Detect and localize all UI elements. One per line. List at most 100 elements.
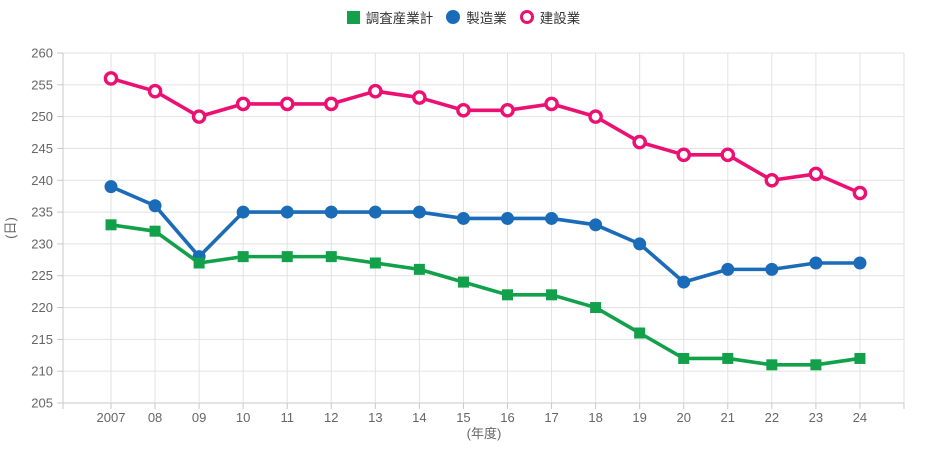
- x-tick-label: 19: [632, 410, 646, 425]
- y-axis-title: (日): [3, 217, 18, 239]
- data-point: [765, 262, 779, 276]
- legend-square-icon: [346, 10, 360, 24]
- y-tick-label: 205: [31, 396, 53, 411]
- data-point: [501, 211, 514, 225]
- data-point: [105, 219, 117, 231]
- x-tick-label: 14: [412, 410, 426, 425]
- data-point: [676, 147, 692, 163]
- data-point: [502, 289, 513, 301]
- legend-label: 製造業: [466, 11, 507, 26]
- data-point: [412, 90, 427, 105]
- y-tick-label: 245: [31, 141, 53, 156]
- data-point: [279, 96, 295, 112]
- y-tick-label: 255: [31, 77, 53, 92]
- series-line: [109, 184, 862, 284]
- data-point: [810, 359, 822, 371]
- data-point: [281, 251, 293, 263]
- y-tick-label: 210: [31, 364, 53, 379]
- x-tick-label: 20: [676, 410, 690, 425]
- legend-label: 建設業: [539, 11, 581, 26]
- x-tick-label: 2007: [97, 410, 126, 425]
- data-point: [721, 262, 735, 276]
- data-point: [235, 96, 251, 112]
- data-point: [720, 147, 736, 163]
- x-tick-label: 13: [368, 410, 382, 425]
- legend-label: 調査産業計: [365, 11, 434, 26]
- data-point: [325, 251, 337, 263]
- data-point: [413, 263, 425, 275]
- data-point: [412, 205, 426, 219]
- data-point: [193, 257, 205, 269]
- data-point: [148, 199, 162, 213]
- x-tick-label: 10: [236, 410, 250, 425]
- legend-item-0[interactable]: 調査産業計: [346, 7, 434, 27]
- series-line: [109, 76, 862, 195]
- y-tick-label: 215: [31, 332, 53, 347]
- data-point: [853, 256, 867, 270]
- legend-circle-icon: [446, 10, 461, 24]
- x-tick-label: 24: [853, 410, 867, 425]
- x-tick-label: 16: [500, 410, 514, 425]
- data-point: [236, 205, 250, 219]
- grid-layer: 205 210 215 220 225 230 235 240 245 250 255 260 2007…: [31, 46, 905, 425]
- data-point: [633, 237, 647, 251]
- data-point: [677, 275, 691, 289]
- data-point: [103, 71, 119, 86]
- data-point: [722, 352, 734, 364]
- data-point: [456, 102, 471, 118]
- x-tick-label: 22: [765, 410, 779, 425]
- series-layer: [103, 71, 868, 371]
- data-point: [678, 352, 690, 364]
- data-point: [854, 352, 866, 364]
- data-point: [280, 205, 294, 219]
- data-point: [808, 166, 824, 182]
- data-point: [147, 83, 163, 99]
- x-tick-label: 08: [148, 410, 162, 425]
- data-point: [766, 359, 778, 371]
- y-tick-label: 250: [31, 109, 53, 124]
- series-0: [105, 219, 866, 371]
- x-tick-label: 12: [324, 410, 338, 425]
- legend-item-1[interactable]: 製造業: [446, 7, 507, 27]
- data-point: [368, 205, 382, 219]
- data-point: [323, 96, 339, 112]
- y-tick-label: 235: [31, 205, 53, 220]
- data-point: [324, 205, 338, 219]
- x-tick-label: 11: [280, 410, 294, 425]
- legend-item-2[interactable]: 建設業: [519, 7, 581, 27]
- x-tick-label: 17: [544, 410, 558, 425]
- axis-title-layer: (日) (年度): [3, 217, 501, 441]
- x-tick-label: 23: [809, 410, 823, 425]
- data-point: [104, 180, 118, 194]
- y-tick-label: 260: [31, 46, 53, 61]
- chart-legend: 調査産業計 製造業 建設業: [0, 7, 927, 27]
- data-point: [191, 109, 207, 124]
- data-point: [237, 251, 249, 263]
- x-tick-label: 15: [456, 410, 470, 425]
- series-line: [109, 223, 862, 367]
- series-2: [103, 71, 868, 201]
- x-tick-label: 09: [192, 410, 206, 425]
- data-point: [544, 96, 559, 112]
- data-point: [456, 211, 470, 225]
- data-point: [368, 83, 383, 99]
- data-point: [457, 276, 469, 288]
- data-point: [149, 225, 161, 237]
- y-tick-label: 230: [31, 236, 53, 251]
- x-axis-title: (年度): [467, 426, 502, 441]
- data-point: [546, 289, 558, 301]
- data-point: [369, 257, 381, 269]
- data-point: [589, 218, 603, 232]
- y-tick-label: 225: [31, 268, 53, 283]
- data-point: [588, 109, 603, 124]
- y-tick-label: 240: [31, 173, 53, 188]
- legend-open-circle-icon: [519, 10, 534, 24]
- series-1: [104, 180, 867, 289]
- data-point: [590, 302, 602, 314]
- data-point: [634, 327, 646, 339]
- data-point: [809, 256, 823, 270]
- data-point: [764, 172, 780, 188]
- x-tick-label: 18: [588, 410, 602, 425]
